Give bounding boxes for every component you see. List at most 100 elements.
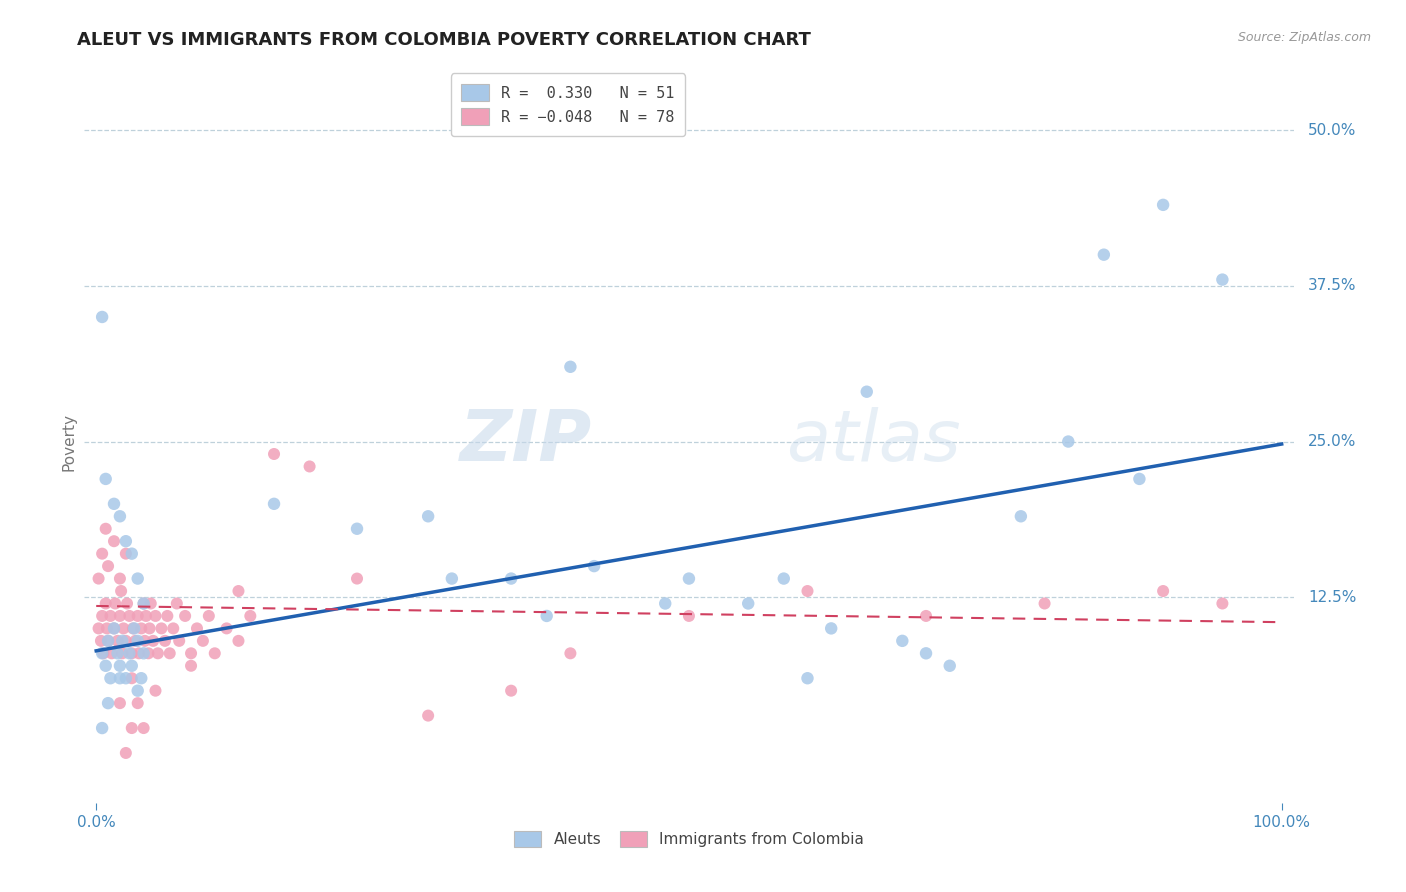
Point	[346, 522, 368, 536]
Point	[560, 646, 582, 660]
Point	[90, 633, 112, 648]
Text: 12.5%: 12.5%	[1308, 590, 1357, 605]
Point	[1128, 472, 1150, 486]
Point	[1057, 434, 1080, 449]
Point	[191, 633, 214, 648]
Point	[87, 621, 110, 635]
Point	[118, 646, 141, 660]
Point	[135, 609, 157, 624]
Point	[108, 696, 131, 710]
Point	[139, 597, 162, 611]
Point	[186, 621, 208, 635]
Point	[127, 609, 149, 624]
Point	[198, 609, 221, 624]
Point	[107, 646, 129, 660]
Point	[97, 559, 120, 574]
Point	[122, 621, 145, 635]
Point	[159, 646, 181, 660]
Point	[103, 621, 125, 635]
Point	[132, 646, 155, 660]
Point	[111, 633, 134, 648]
Point	[146, 646, 169, 660]
Point	[891, 633, 914, 648]
Point	[654, 597, 676, 611]
Point	[122, 621, 145, 635]
Point	[118, 609, 141, 624]
Point	[263, 497, 285, 511]
Point	[167, 633, 190, 648]
Point	[121, 671, 143, 685]
Point	[100, 609, 122, 624]
Point	[132, 597, 155, 611]
Point	[103, 534, 125, 549]
Point	[263, 447, 285, 461]
Point	[115, 547, 138, 561]
Point	[108, 658, 131, 673]
Point	[1152, 198, 1174, 212]
Point	[915, 646, 938, 660]
Point	[134, 633, 156, 648]
Point	[174, 609, 197, 624]
Point	[820, 621, 842, 635]
Point	[346, 572, 368, 586]
Point	[94, 597, 117, 611]
Point	[108, 509, 131, 524]
Point	[115, 597, 138, 611]
Point	[153, 633, 176, 648]
Point	[678, 609, 700, 624]
Point	[103, 497, 125, 511]
Point	[108, 572, 131, 586]
Point	[145, 683, 167, 698]
Y-axis label: Poverty: Poverty	[60, 412, 76, 471]
Point	[91, 609, 114, 624]
Point	[121, 658, 143, 673]
Point	[87, 572, 110, 586]
Point	[583, 559, 606, 574]
Point	[121, 721, 143, 735]
Point	[91, 646, 114, 660]
Legend: Aleuts, Immigrants from Colombia: Aleuts, Immigrants from Colombia	[505, 822, 873, 856]
Point	[239, 609, 262, 624]
Point	[560, 359, 582, 374]
Point	[127, 696, 149, 710]
Point	[1211, 597, 1233, 611]
Point	[128, 646, 150, 660]
Point	[501, 683, 523, 698]
Point	[1010, 509, 1032, 524]
Point	[145, 609, 167, 624]
Point	[96, 621, 118, 635]
Point	[107, 633, 129, 648]
Point	[204, 646, 226, 660]
Point	[108, 671, 131, 685]
Point	[100, 671, 122, 685]
Point	[536, 609, 558, 624]
Point	[737, 597, 759, 611]
Point	[91, 646, 114, 660]
Point	[440, 572, 463, 586]
Point	[501, 572, 523, 586]
Text: 25.0%: 25.0%	[1308, 434, 1357, 449]
Point	[97, 696, 120, 710]
Point	[115, 633, 138, 648]
Point	[94, 472, 117, 486]
Text: 50.0%: 50.0%	[1308, 122, 1357, 137]
Text: ZIP: ZIP	[460, 407, 592, 476]
Point	[132, 597, 155, 611]
Point	[855, 384, 877, 399]
Point	[298, 459, 321, 474]
Point	[127, 683, 149, 698]
Point	[127, 633, 149, 648]
Point	[915, 609, 938, 624]
Point	[180, 646, 202, 660]
Point	[115, 746, 138, 760]
Point	[1033, 597, 1056, 611]
Point	[115, 671, 138, 685]
Point	[127, 572, 149, 586]
Point	[91, 310, 114, 324]
Point	[111, 646, 134, 660]
Point	[138, 646, 160, 660]
Point	[94, 522, 117, 536]
Point	[138, 621, 160, 635]
Point	[150, 621, 173, 635]
Point	[166, 597, 188, 611]
